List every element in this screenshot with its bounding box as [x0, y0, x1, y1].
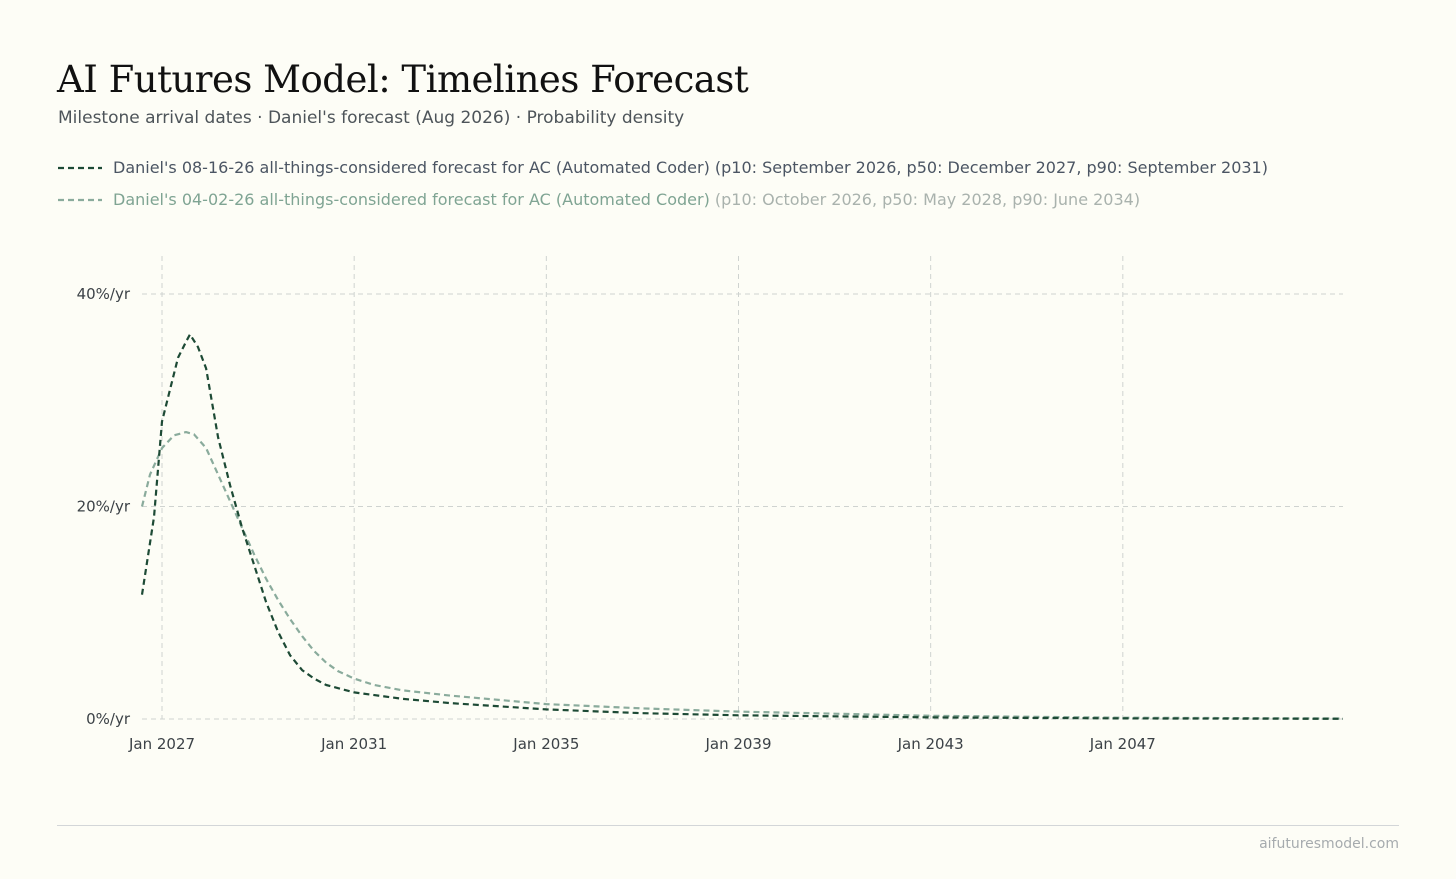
legend-swatch-current: [58, 166, 102, 170]
x-tick-label: Jan 2035: [512, 735, 579, 753]
footer-divider: [57, 825, 1399, 826]
chart-subtitle: Milestone arrival dates · Daniel's forec…: [58, 108, 685, 128]
legend-label-current: Daniel's 08-16-26 all-things-considered …: [113, 158, 710, 177]
y-tick-label: 40%/yr: [77, 285, 131, 303]
legend-stats-current: (p10: September 2026, p50: December 2027…: [714, 158, 1268, 177]
series-line-prior: [140, 431, 1344, 720]
x-tick-label: Jan 2043: [897, 735, 964, 753]
y-tick-label: 20%/yr: [77, 498, 131, 516]
x-tick-label: Jan 2039: [704, 735, 771, 753]
footer-site-link[interactable]: aifuturesmodel.com: [1259, 836, 1399, 852]
x-tick-label: Jan 2047: [1089, 735, 1156, 753]
x-tick-label: Jan 2027: [128, 735, 195, 753]
grid: [142, 256, 1343, 720]
x-tick-label: Jan 2031: [320, 735, 387, 753]
axis-labels: 0%/yr 20%/yr 40%/yr Jan 2027 Jan 2031 Jan 203…: [77, 285, 1156, 753]
chart-title: AI Futures Model: Timelines Forecast: [57, 58, 749, 101]
legend-stats-prior: (p10: October 2026, p50: May 2028, p90: …: [714, 190, 1141, 209]
legend-label-prior: Daniel's 04-02-26 all-things-considered …: [113, 190, 710, 209]
series-line-current: [140, 333, 1344, 720]
y-tick-label: 0%/yr: [86, 710, 131, 728]
series-lines: [140, 333, 1344, 720]
legend-swatch-prior: [58, 198, 102, 202]
